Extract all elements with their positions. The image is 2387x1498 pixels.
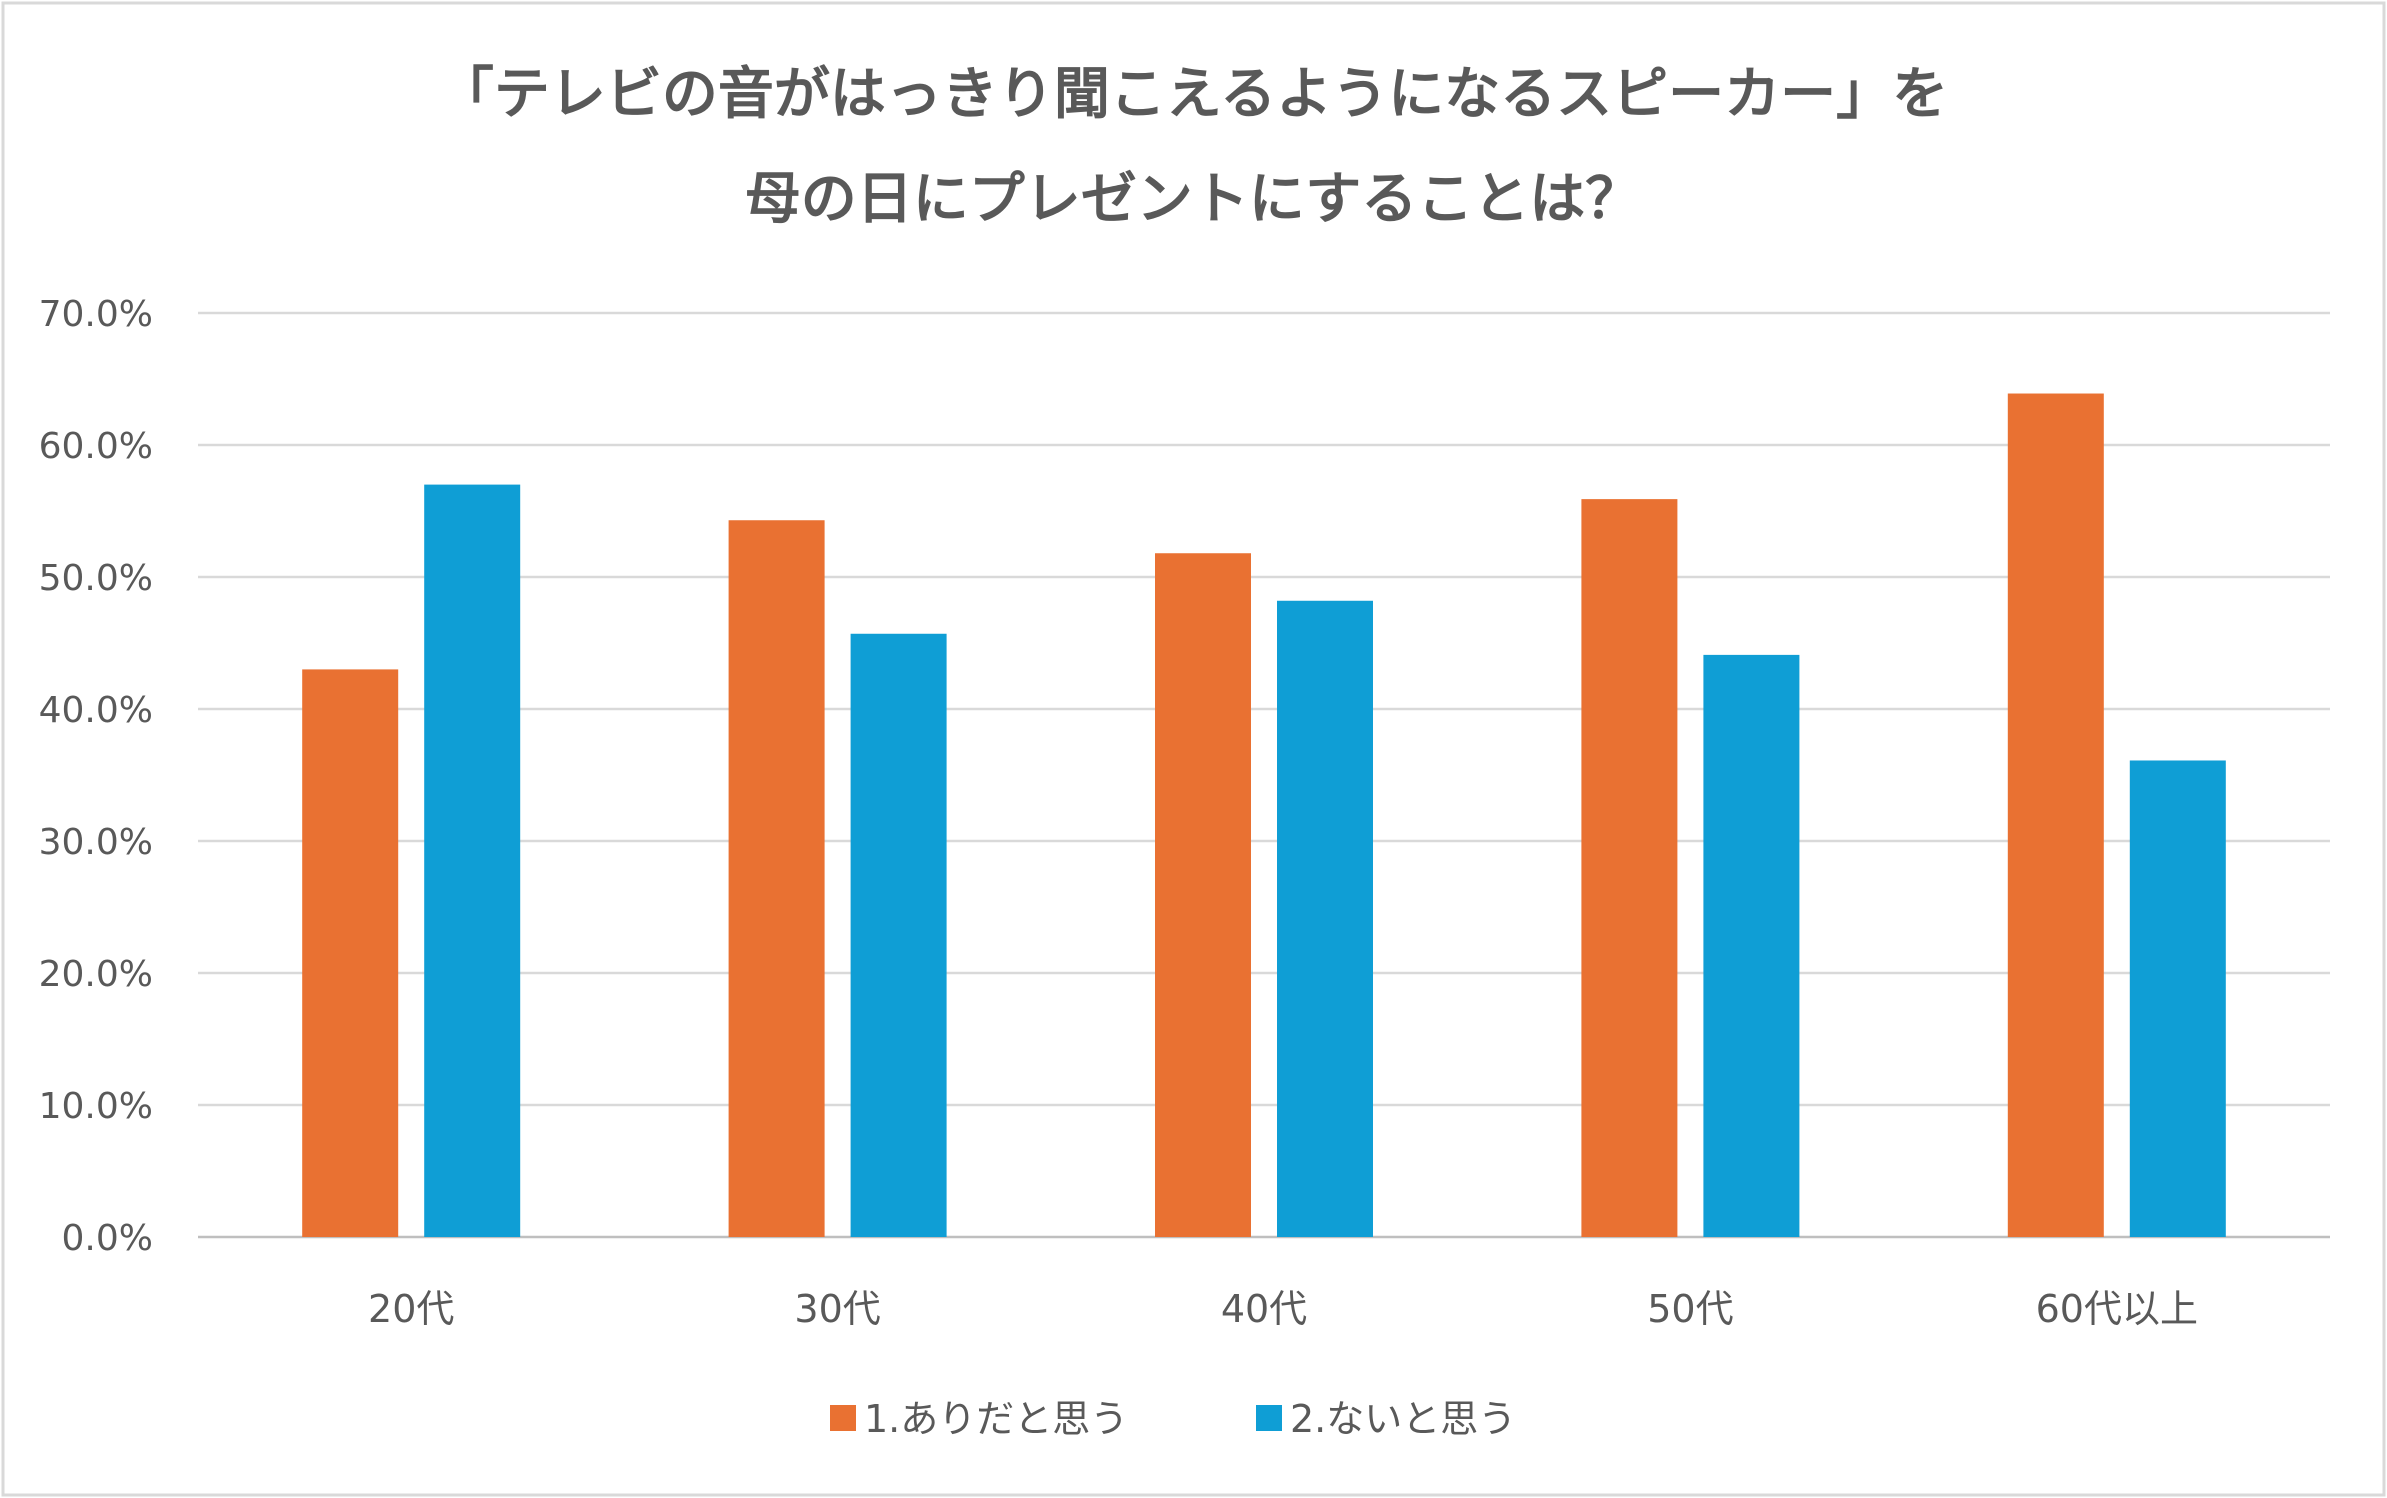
bar-yes [302, 669, 399, 1237]
y-tick-label: 0.0% [62, 1218, 153, 1259]
legend-label: 2.ないと思う [1290, 1397, 1516, 1441]
legend-swatch [1256, 1405, 1282, 1431]
y-tick-label: 10.0% [39, 1086, 153, 1127]
y-tick-label: 20.0% [39, 954, 153, 995]
y-tick-label: 30.0% [39, 822, 153, 863]
y-tick-label: 70.0% [39, 294, 153, 335]
bar-yes [728, 520, 825, 1237]
bar-yes [2007, 393, 2104, 1237]
legend-swatch [830, 1405, 856, 1431]
chart-title-line-1: 「テレビの音がはっきり聞こえるようになるスピーカー」を [438, 62, 1948, 127]
bar-no [2129, 760, 2226, 1237]
x-tick-label: 30代 [794, 1287, 880, 1331]
y-tick-label: 40.0% [39, 690, 153, 731]
x-tick-label: 40代 [1221, 1287, 1307, 1331]
bar-yes [1581, 499, 1678, 1237]
bar-no [424, 484, 521, 1238]
x-tick-label: 60代以上 [2036, 1287, 2198, 1331]
legend-label: 1.ありだと思う [864, 1397, 1128, 1441]
bar-yes [1155, 553, 1251, 1237]
x-tick-label: 20代 [368, 1287, 454, 1331]
x-tick-label: 50代 [1647, 1287, 1733, 1331]
chart-title-line-2: 母の日にプレゼントにすることは？ [745, 167, 1642, 232]
bar-no [1703, 654, 1800, 1237]
y-tick-label: 50.0% [39, 558, 153, 599]
bar-no [1277, 600, 1373, 1237]
y-tick-label: 60.0% [39, 426, 153, 467]
bar-no [850, 633, 947, 1237]
